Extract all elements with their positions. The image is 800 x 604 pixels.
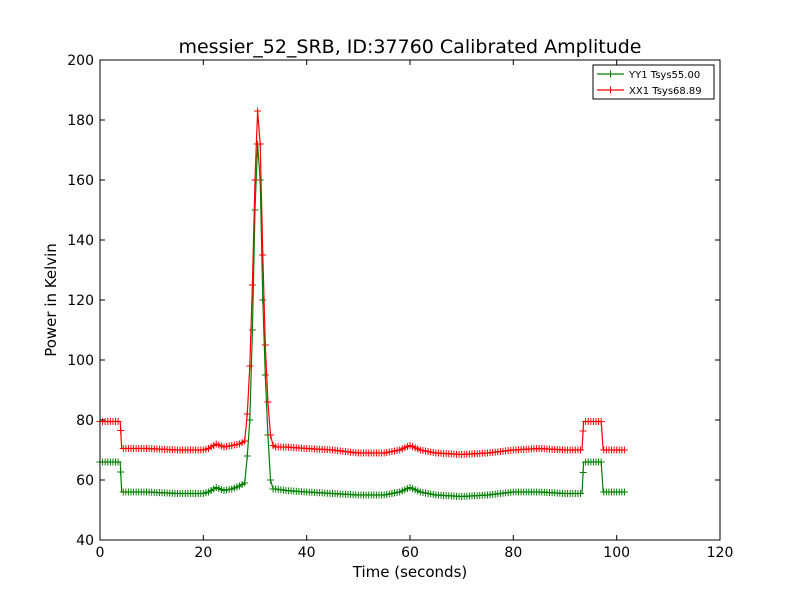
series-1 <box>96 140 628 500</box>
legend-entry-label: XX1 Tsys68.89 <box>629 86 702 97</box>
data-point-marker <box>241 437 249 445</box>
data-point-marker <box>248 326 256 334</box>
data-point-marker <box>254 107 262 115</box>
legend-box <box>592 64 715 100</box>
series-line <box>100 143 625 498</box>
y-tick-label: 100 <box>67 353 94 369</box>
y-tick-label: 160 <box>67 173 94 189</box>
data-point-marker <box>246 416 254 424</box>
chart-title: messier_52_SRB, ID:37760 Calibrated Ampl… <box>178 36 641 58</box>
data-point-marker <box>114 458 122 466</box>
x-tick-label: 40 <box>298 545 316 561</box>
data-point-marker <box>243 452 251 460</box>
data-point-marker <box>246 362 254 370</box>
data-point-marker <box>261 371 269 379</box>
x-tick-label: 0 <box>96 545 105 561</box>
data-point-marker <box>248 281 256 289</box>
y-tick-label: 120 <box>67 293 94 309</box>
data-point-marker <box>267 431 274 439</box>
data-point-marker <box>577 490 584 497</box>
x-axis-label: Time (seconds) <box>352 563 468 581</box>
series-line <box>100 110 625 456</box>
data-point-marker <box>259 296 267 304</box>
series-2 <box>96 107 628 458</box>
legend-entry-label: YY1 Tsys55.00 <box>628 70 700 81</box>
data-point-marker <box>117 468 125 476</box>
y-tick-label: 140 <box>67 233 94 249</box>
data-point-marker <box>267 476 274 484</box>
data-point-marker <box>620 488 628 496</box>
data-point-marker <box>251 176 259 184</box>
data-point-marker <box>117 427 125 434</box>
data-point-marker <box>241 479 249 487</box>
data-point-marker <box>243 410 251 418</box>
data-point-marker <box>256 140 264 148</box>
data-point-marker <box>597 418 605 425</box>
x-tick-label: 20 <box>194 545 212 561</box>
data-point-marker <box>597 458 605 466</box>
legend-swatch-marker <box>607 70 614 78</box>
data-point-marker <box>579 427 587 435</box>
x-tick-label: 80 <box>504 545 522 561</box>
plot-area-frame <box>99 59 721 541</box>
data-point-marker <box>114 418 122 425</box>
data-point-marker <box>259 251 267 259</box>
y-tick-label: 200 <box>67 53 94 69</box>
legend-swatch-marker <box>607 86 614 94</box>
x-tick-label: 100 <box>603 545 630 561</box>
data-point-marker <box>579 469 587 476</box>
y-tick-label: 40 <box>76 533 94 549</box>
y-tick-label: 80 <box>76 413 94 429</box>
y-tick-label: 60 <box>76 473 94 489</box>
tick-layer: 0 20 40 60 80 100 120 40 60 80 100 120 140 160 180 200 <box>67 53 733 561</box>
data-point-marker <box>620 446 628 454</box>
data-point-marker <box>577 446 584 454</box>
x-tick-label: 120 <box>707 545 734 561</box>
x-tick-label: 60 <box>401 545 419 561</box>
legend: YY1 Tsys55.00 XX1 Tsys68.89 <box>592 64 715 100</box>
y-axis-label: Power in Kelvin <box>42 243 60 357</box>
y-tick-label: 180 <box>67 113 94 129</box>
data-point-marker <box>261 341 269 349</box>
data-point-marker <box>264 398 272 406</box>
series-layer <box>96 107 628 500</box>
data-point-marker <box>251 206 259 214</box>
